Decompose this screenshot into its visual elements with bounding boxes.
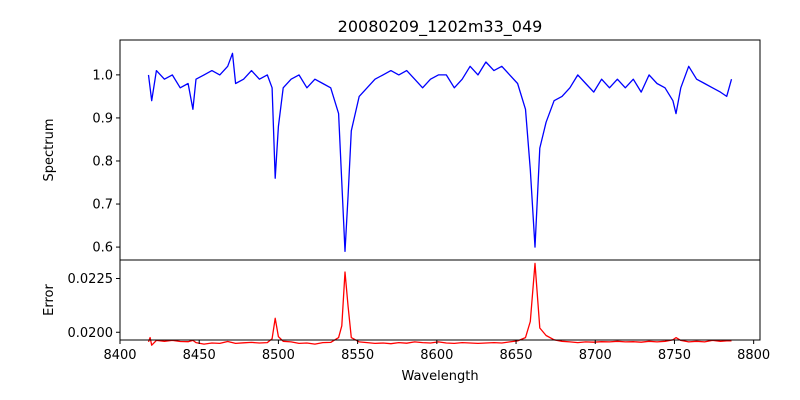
x-tick-label: 8700 <box>579 348 612 363</box>
spectrum-line <box>147 52 733 253</box>
chart-title: 20080209_1202m33_049 <box>338 17 543 37</box>
y-tick-label: 0.7 <box>92 198 113 213</box>
x-tick-label: 8400 <box>103 348 136 363</box>
error-line <box>147 262 732 346</box>
x-axis-label: Wavelength <box>401 369 478 384</box>
y-tick-label: 0.8 <box>92 154 113 169</box>
y-tick-label: 0.6 <box>92 241 113 256</box>
x-tick-label: 8500 <box>262 348 295 363</box>
y-tick-label: 0.9 <box>92 111 113 126</box>
x-tick-label: 8800 <box>737 348 770 363</box>
x-tick-label: 8750 <box>658 348 691 363</box>
y-tick-label: 0.0200 <box>68 326 114 341</box>
top-y-label: Spectrum <box>42 119 57 182</box>
x-tick-label: 8600 <box>420 348 453 363</box>
bottom-y-label: Error <box>42 284 57 316</box>
bottom-axes-frame <box>119 259 761 341</box>
x-tick-label: 8550 <box>341 348 374 363</box>
x-tick-label: 8450 <box>183 348 216 363</box>
x-tick-label: 8650 <box>499 348 532 363</box>
y-tick-label: 1.0 <box>92 68 113 83</box>
y-tick-label: 0.0225 <box>68 272 114 287</box>
